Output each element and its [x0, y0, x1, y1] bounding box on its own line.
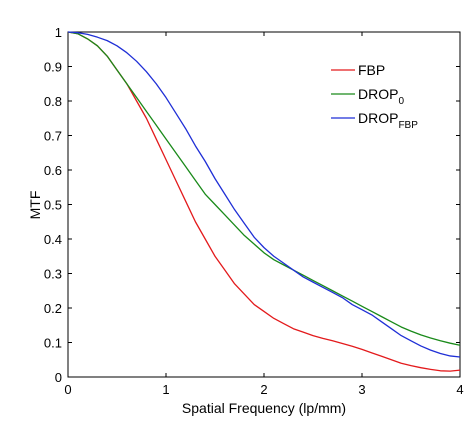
- y-tick-label: 0.5: [44, 198, 62, 213]
- axis-ticks: 0 1 2 3 4 0 0.1 0.2 0.3 0.4 0.5 0.6 0.7 0.8 0.9 1: [44, 25, 464, 397]
- legend-label: FBP: [358, 62, 385, 78]
- y-tick-label: 1: [55, 25, 62, 40]
- y-axis-label: MTF: [27, 191, 43, 220]
- x-tick-label: 1: [162, 382, 169, 397]
- legend-label: DROPFBP: [358, 110, 418, 131]
- x-tick-label: 4: [456, 382, 463, 397]
- y-tick-label: 0.8: [44, 94, 62, 109]
- y-tick-label: 0.6: [44, 163, 62, 178]
- y-tick-label: 0.7: [44, 129, 62, 144]
- legend-label-subscript: 0: [398, 96, 404, 107]
- x-axis-label: Spatial Frequency (lp/mm): [182, 400, 346, 416]
- series-line-drop0: [67, 31, 461, 346]
- legend-item-drop0: DROP0: [331, 86, 404, 107]
- y-tick-label: 0.2: [44, 301, 62, 316]
- x-tick-label: 3: [358, 382, 365, 397]
- legend-label-main: DROP: [358, 86, 398, 102]
- legend-label: DROP0: [358, 86, 404, 107]
- series-lines: [67, 31, 461, 372]
- legend-item-fbp: FBP: [331, 62, 385, 78]
- x-tick-label: 0: [64, 382, 71, 397]
- plot-area: [67, 31, 461, 378]
- legend-label-main: FBP: [358, 62, 385, 78]
- series-line-fbp: [67, 31, 461, 372]
- y-tick-label: 0.4: [44, 232, 62, 247]
- legend-label-main: DROP: [358, 110, 398, 126]
- y-tick-label: 0.9: [44, 60, 62, 75]
- x-tick-label: 2: [260, 382, 267, 397]
- legend-item-dropfbp: DROPFBP: [331, 110, 418, 131]
- series-line-dropfbp: [67, 31, 461, 358]
- y-tick-label: 0: [55, 370, 62, 385]
- y-tick-label: 0.3: [44, 267, 62, 282]
- legend-label-subscript: FBP: [398, 120, 418, 131]
- y-tick-label: 0.1: [44, 336, 62, 351]
